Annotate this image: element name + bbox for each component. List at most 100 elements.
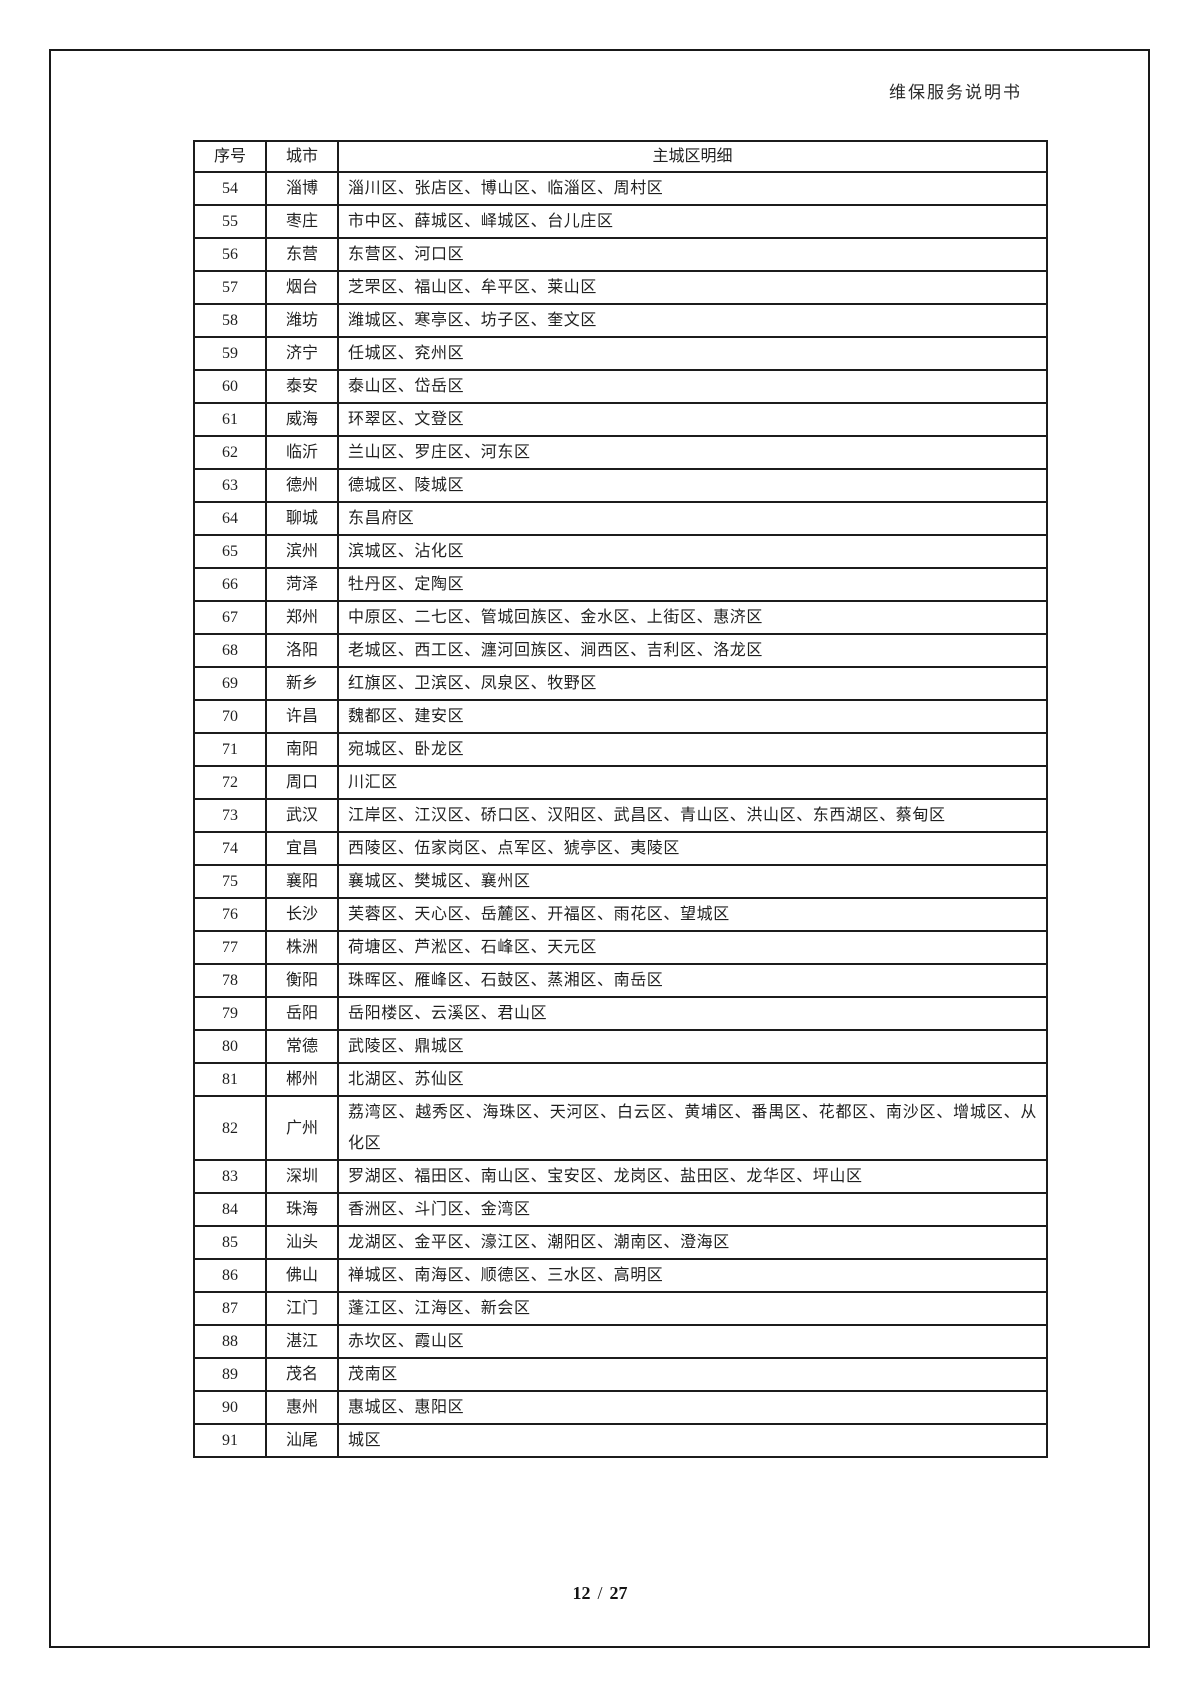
districts-cell: 兰山区、罗庄区、河东区 bbox=[337, 435, 1048, 470]
city-cell: 临沂 bbox=[265, 435, 339, 470]
table-row: 81 郴州 北湖区、苏仙区 bbox=[193, 1062, 1048, 1097]
city-cell: 淄博 bbox=[265, 171, 339, 206]
table-row: 60 泰安 泰山区、岱岳区 bbox=[193, 369, 1048, 404]
table-header-row: 序号 城市 主城区明细 bbox=[193, 140, 1048, 173]
row-index-cell: 75 bbox=[193, 864, 267, 899]
city-cell: 东营 bbox=[265, 237, 339, 272]
districts-cell: 襄城区、樊城区、襄州区 bbox=[337, 864, 1048, 899]
table-row: 88 湛江 赤坎区、霞山区 bbox=[193, 1324, 1048, 1359]
city-cell: 长沙 bbox=[265, 897, 339, 932]
city-cell: 潍坊 bbox=[265, 303, 339, 338]
city-cell: 济宁 bbox=[265, 336, 339, 371]
table-row: 72 周口 川汇区 bbox=[193, 765, 1048, 800]
districts-cell: 泰山区、岱岳区 bbox=[337, 369, 1048, 404]
districts-cell: 荷塘区、芦淞区、石峰区、天元区 bbox=[337, 930, 1048, 965]
city-cell: 湛江 bbox=[265, 1324, 339, 1359]
table-row: 54 淄博 淄川区、张店区、博山区、临淄区、周村区 bbox=[193, 171, 1048, 206]
city-cell: 佛山 bbox=[265, 1258, 339, 1293]
row-index-cell: 63 bbox=[193, 468, 267, 503]
city-cell: 汕头 bbox=[265, 1225, 339, 1260]
table-row: 65 滨州 滨城区、沾化区 bbox=[193, 534, 1048, 569]
table-body: 54 淄博 淄川区、张店区、博山区、临淄区、周村区 55 枣庄 市中区、薛城区、峄城区、台… bbox=[193, 171, 1048, 1458]
row-index-cell: 86 bbox=[193, 1258, 267, 1293]
row-index-cell: 88 bbox=[193, 1324, 267, 1359]
row-index-cell: 67 bbox=[193, 600, 267, 635]
city-cell: 襄阳 bbox=[265, 864, 339, 899]
districts-cell: 老城区、西工区、瀍河回族区、涧西区、吉利区、洛龙区 bbox=[337, 633, 1048, 668]
table-row: 84 珠海 香洲区、斗门区、金湾区 bbox=[193, 1192, 1048, 1227]
districts-cell: 芙蓉区、天心区、岳麓区、开福区、雨花区、望城区 bbox=[337, 897, 1048, 932]
row-index-cell: 89 bbox=[193, 1357, 267, 1392]
row-index-cell: 68 bbox=[193, 633, 267, 668]
table-row: 91 汕尾 城区 bbox=[193, 1423, 1048, 1458]
row-index-cell: 60 bbox=[193, 369, 267, 404]
row-index-cell: 59 bbox=[193, 336, 267, 371]
table-row: 76 长沙 芙蓉区、天心区、岳麓区、开福区、雨花区、望城区 bbox=[193, 897, 1048, 932]
table-row: 78 衡阳 珠晖区、雁峰区、石鼓区、蒸湘区、南岳区 bbox=[193, 963, 1048, 998]
row-index-cell: 84 bbox=[193, 1192, 267, 1227]
table-row: 73 武汉 江岸区、江汉区、硚口区、汉阳区、武昌区、青山区、洪山区、东西湖区、蔡甸区 bbox=[193, 798, 1048, 833]
row-index-cell: 90 bbox=[193, 1390, 267, 1425]
table-row: 61 威海 环翠区、文登区 bbox=[193, 402, 1048, 437]
row-index-cell: 56 bbox=[193, 237, 267, 272]
city-cell: 德州 bbox=[265, 468, 339, 503]
city-cell: 武汉 bbox=[265, 798, 339, 833]
districts-cell: 淄川区、张店区、博山区、临淄区、周村区 bbox=[337, 171, 1048, 206]
table-row: 74 宜昌 西陵区、伍家岗区、点军区、猇亭区、夷陵区 bbox=[193, 831, 1048, 866]
districts-cell: 赤坎区、霞山区 bbox=[337, 1324, 1048, 1359]
districts-cell: 茂南区 bbox=[337, 1357, 1048, 1392]
table-row: 86 佛山 禅城区、南海区、顺德区、三水区、高明区 bbox=[193, 1258, 1048, 1293]
districts-cell: 荔湾区、越秀区、海珠区、天河区、白云区、黄埔区、番禺区、花都区、南沙区、增城区、… bbox=[337, 1095, 1048, 1161]
districts-cell: 城区 bbox=[337, 1423, 1048, 1458]
city-cell: 烟台 bbox=[265, 270, 339, 305]
city-cell: 宜昌 bbox=[265, 831, 339, 866]
districts-cell: 武陵区、鼎城区 bbox=[337, 1029, 1048, 1064]
table-row: 59 济宁 任城区、兖州区 bbox=[193, 336, 1048, 371]
city-cell: 泰安 bbox=[265, 369, 339, 404]
districts-cell: 牡丹区、定陶区 bbox=[337, 567, 1048, 602]
districts-table: 序号 城市 主城区明细 54 淄博 淄川区、张店区、博山区、临淄区、周村区 55 枣庄市… bbox=[193, 140, 1048, 1458]
city-cell: 南阳 bbox=[265, 732, 339, 767]
doc-header-title: 维保服务说明书 bbox=[889, 83, 1022, 102]
city-cell: 茂名 bbox=[265, 1357, 339, 1392]
districts-cell: 芝罘区、福山区、牟平区、莱山区 bbox=[337, 270, 1048, 305]
table-row: 68 洛阳 老城区、西工区、瀍河回族区、涧西区、吉利区、洛龙区 bbox=[193, 633, 1048, 668]
table-row: 62 临沂 兰山区、罗庄区、河东区 bbox=[193, 435, 1048, 470]
city-cell: 惠州 bbox=[265, 1390, 339, 1425]
row-index-cell: 85 bbox=[193, 1225, 267, 1260]
districts-cell: 珠晖区、雁峰区、石鼓区、蒸湘区、南岳区 bbox=[337, 963, 1048, 998]
row-index-cell: 77 bbox=[193, 930, 267, 965]
table-row: 67 郑州 中原区、二七区、管城回族区、金水区、上街区、惠济区 bbox=[193, 600, 1048, 635]
table-row: 63 德州 德城区、陵城区 bbox=[193, 468, 1048, 503]
districts-cell: 川汇区 bbox=[337, 765, 1048, 800]
city-cell: 江门 bbox=[265, 1291, 339, 1326]
row-index-cell: 83 bbox=[193, 1159, 267, 1194]
row-index-cell: 81 bbox=[193, 1062, 267, 1097]
row-index-cell: 54 bbox=[193, 171, 267, 206]
districts-cell: 西陵区、伍家岗区、点军区、猇亭区、夷陵区 bbox=[337, 831, 1048, 866]
city-cell: 郑州 bbox=[265, 600, 339, 635]
districts-cell: 魏都区、建安区 bbox=[337, 699, 1048, 734]
city-cell: 汕尾 bbox=[265, 1423, 339, 1458]
column-header-index: 序号 bbox=[193, 140, 267, 173]
row-index-cell: 82 bbox=[193, 1095, 267, 1161]
city-cell: 株洲 bbox=[265, 930, 339, 965]
row-index-cell: 55 bbox=[193, 204, 267, 239]
table-row: 83 深圳 罗湖区、福田区、南山区、宝安区、龙岗区、盐田区、龙华区、坪山区 bbox=[193, 1159, 1048, 1194]
row-index-cell: 72 bbox=[193, 765, 267, 800]
page-number-total: 27 bbox=[609, 1583, 628, 1603]
row-index-cell: 71 bbox=[193, 732, 267, 767]
column-header-city: 城市 bbox=[265, 140, 339, 173]
districts-cell: 惠城区、惠阳区 bbox=[337, 1390, 1048, 1425]
districts-cell: 滨城区、沾化区 bbox=[337, 534, 1048, 569]
districts-cell: 东营区、河口区 bbox=[337, 237, 1048, 272]
row-index-cell: 66 bbox=[193, 567, 267, 602]
table-row: 89 茂名 茂南区 bbox=[193, 1357, 1048, 1392]
row-index-cell: 64 bbox=[193, 501, 267, 536]
row-index-cell: 57 bbox=[193, 270, 267, 305]
districts-cell: 蓬江区、江海区、新会区 bbox=[337, 1291, 1048, 1326]
table-row: 82 广州 荔湾区、越秀区、海珠区、天河区、白云区、黄埔区、番禺区、花都区、南沙区、… bbox=[193, 1095, 1048, 1161]
city-cell: 许昌 bbox=[265, 699, 339, 734]
table-row: 77 株洲 荷塘区、芦淞区、石峰区、天元区 bbox=[193, 930, 1048, 965]
table-row: 64 聊城 东昌府区 bbox=[193, 501, 1048, 536]
